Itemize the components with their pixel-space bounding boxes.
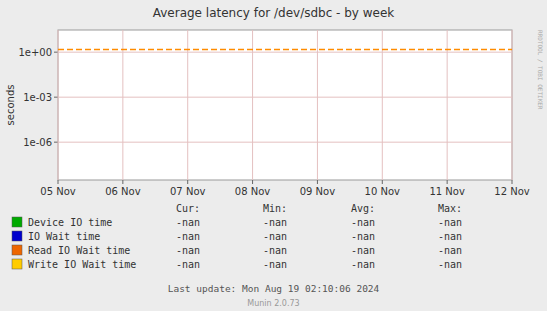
grid-line [58,97,512,98]
table-cell: -nan [176,245,200,256]
grid-line [58,52,512,53]
grid-line [512,30,513,180]
tick-label: 10 Nov [365,186,401,197]
legend-swatch [12,245,22,255]
footer: Last update: Mon Aug 19 02:10:06 2024 [168,283,380,294]
table-cell: -nan [438,217,462,228]
legend-swatch [12,217,22,227]
watermark: RRDTOOL / TOBI OETIKER [537,30,544,110]
legend-swatch [12,231,22,241]
tick [54,97,58,98]
table-cell: -nan [176,231,200,242]
tick-label: 1e+00 [18,47,52,58]
legend-swatch [12,259,22,269]
table-header: Cur: [176,203,200,214]
table-header: Min: [263,203,287,214]
table-cell: -nan [351,231,375,242]
tick [58,180,59,184]
legend-entry: IO Wait time [28,231,100,242]
table-cell: -nan [351,245,375,256]
grid-line [58,142,512,143]
table-cell: -nan [263,231,287,242]
background [0,0,547,311]
grid-line [447,30,448,180]
tick-label: 05 Nov [40,186,76,197]
legend-entry: Read IO Wait time [28,245,130,256]
credit: Munin 2.0.73 [247,299,299,308]
grid-line [252,30,253,180]
table-cell: -nan [438,259,462,270]
legend-entry: Write IO Wait time [28,259,136,270]
table-header: Avg: [351,203,375,214]
data-group [58,49,512,50]
grid-line [58,30,59,180]
tick [512,180,513,184]
tick-label: 07 Nov [170,186,206,197]
tick [187,180,188,184]
table-cell: -nan [438,231,462,242]
table-cell: -nan [176,259,200,270]
tick-label: 1e-06 [23,137,52,148]
title: Average latency for /dev/sdbc - by week [153,6,395,20]
tick [252,180,253,184]
table-header: Max: [438,203,462,214]
table-cell: -nan [263,259,287,270]
grid-line [122,30,123,180]
table-cell: -nan [263,245,287,256]
tick-label: 08 Nov [235,186,271,197]
tick-label: 12 Nov [494,186,530,197]
chart: Average latency for /dev/sdbc - by week 1… [0,0,547,311]
table-cell: -nan [176,217,200,228]
tick-label: 09 Nov [300,186,336,197]
table-cell: -nan [351,217,375,228]
grid-line [187,30,188,180]
tick [317,180,318,184]
tick [122,180,123,184]
table-cell: -nan [351,259,375,270]
axis-label: seconds [5,85,16,126]
grid-line [382,30,383,180]
table-cell: -nan [263,217,287,228]
table-cell: -nan [438,245,462,256]
legend-entry: Device IO time [28,217,112,228]
plot-frame [58,30,512,180]
grid-line [317,30,318,180]
tick-label: 11 Nov [429,186,465,197]
tick [54,142,58,143]
tick [54,52,58,53]
tick-label: 06 Nov [105,186,141,197]
tick [382,180,383,184]
reference-line [58,49,512,51]
tick-label: 1e-03 [23,92,52,103]
tick [447,180,448,184]
